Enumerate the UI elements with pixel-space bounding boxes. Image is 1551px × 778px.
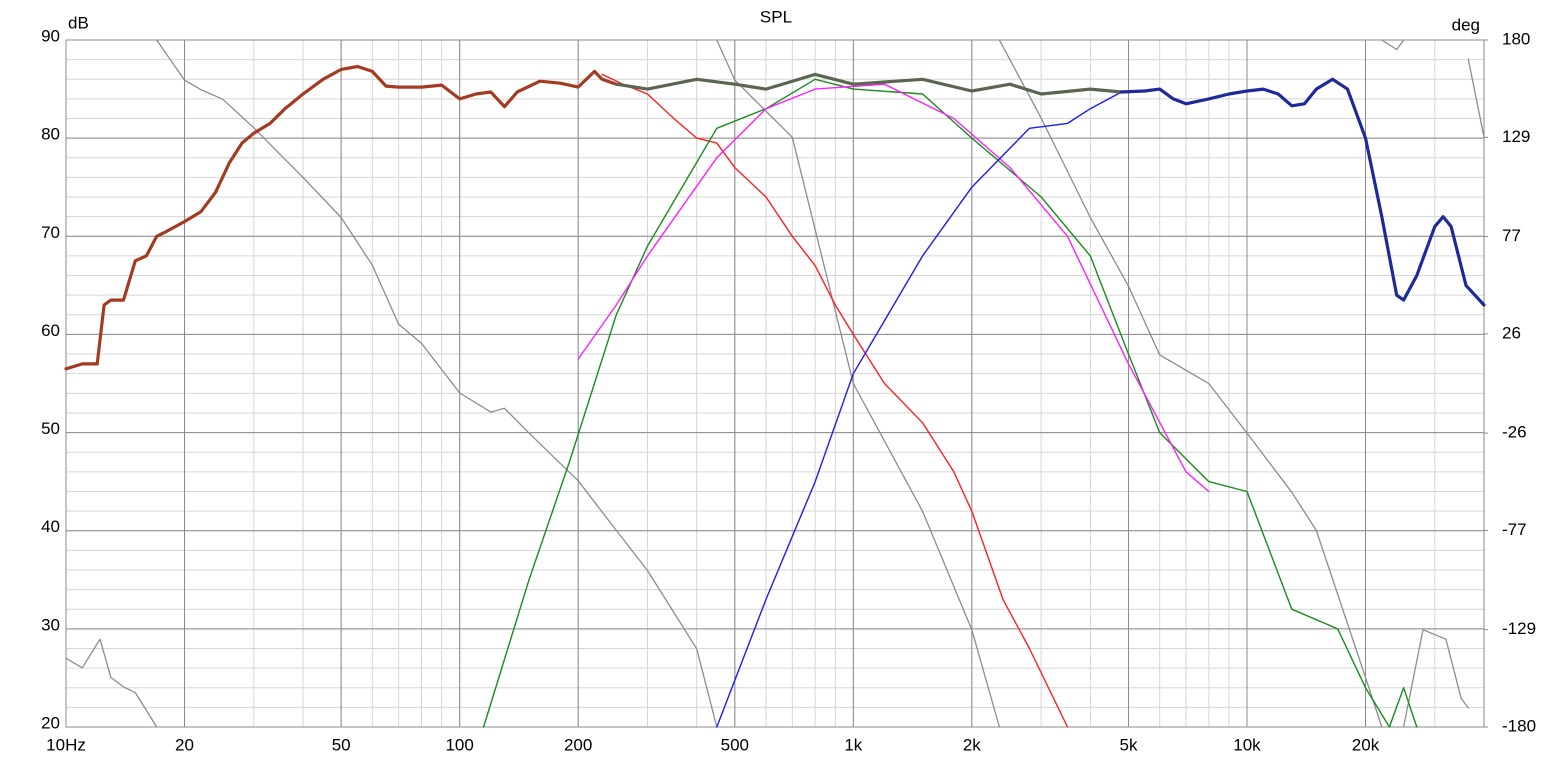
y-tick-label: 60 — [41, 321, 60, 340]
y2-tick-label: 180 — [1502, 29, 1530, 48]
y-axis-label: dB — [68, 13, 89, 32]
x-tick-label: 10Hz — [46, 735, 86, 754]
y2-tick-label: -180 — [1502, 716, 1536, 735]
x-tick-label: 2k — [963, 735, 981, 754]
y-tick-label: 80 — [41, 125, 60, 144]
y2-tick-label: -77 — [1502, 520, 1527, 539]
x-tick-label: 20k — [1352, 735, 1380, 754]
y2-tick-label: 26 — [1502, 323, 1521, 342]
x-tick-label: 5k — [1120, 735, 1138, 754]
x-tick-label: 500 — [721, 735, 749, 754]
y-tick-label: 30 — [41, 615, 60, 634]
x-tick-label: 1k — [844, 735, 862, 754]
x-tick-label: 10k — [1233, 735, 1261, 754]
y-tick-label: 90 — [41, 26, 60, 45]
plot-border — [65, 39, 1485, 728]
series-line — [601, 73, 1069, 728]
y2-axis-label: deg — [1452, 15, 1480, 34]
y2-tick-label: -129 — [1502, 619, 1536, 638]
series-line — [716, 91, 1123, 728]
x-tick-label: 200 — [564, 735, 592, 754]
y2-tick-label: 129 — [1502, 127, 1530, 146]
series-line — [577, 83, 1210, 493]
series-line — [614, 72, 1124, 96]
series-line — [1119, 77, 1486, 307]
y-tick-label: 40 — [41, 517, 60, 536]
y2-tick-label: -26 — [1502, 423, 1527, 442]
y-tick-label: 50 — [41, 419, 60, 438]
x-tick-label: 100 — [445, 735, 473, 754]
series-line — [64, 64, 618, 371]
y2-tick-label: 77 — [1502, 226, 1521, 245]
x-tick-label: 50 — [332, 735, 351, 754]
series-line — [65, 39, 1485, 728]
y-tick-label: 20 — [41, 713, 60, 732]
series-line — [482, 78, 1418, 728]
x-tick-label: 20 — [175, 735, 194, 754]
y-tick-label: 70 — [41, 223, 60, 242]
chart-title: SPL — [760, 7, 792, 26]
